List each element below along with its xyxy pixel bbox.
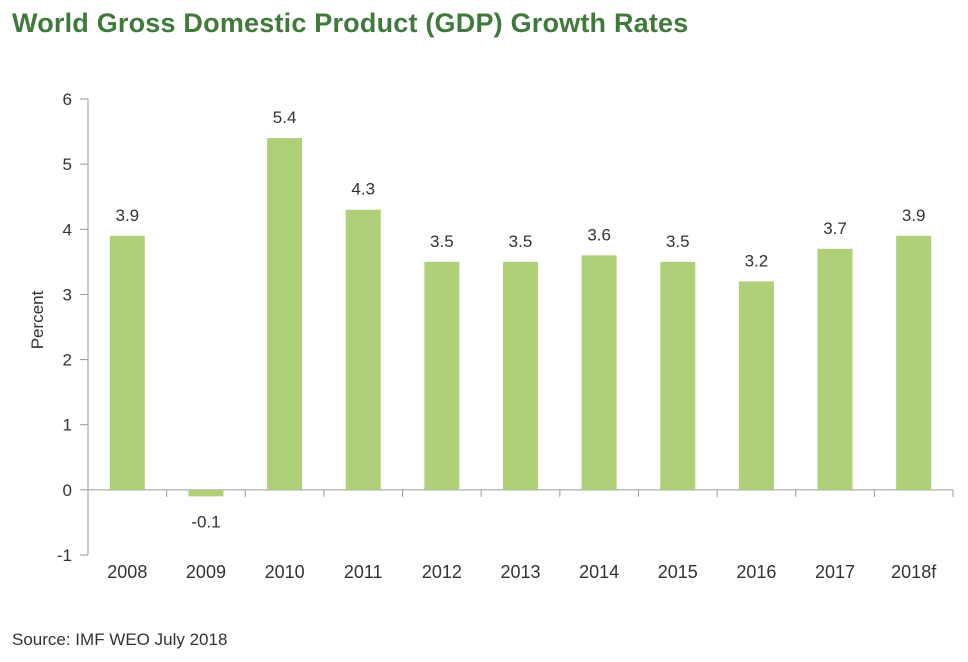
y-tick-label: 4 xyxy=(63,220,72,239)
value-label: 3.5 xyxy=(666,232,690,251)
x-tick-label: 2010 xyxy=(265,562,305,582)
x-tick-label: 2009 xyxy=(186,562,226,582)
bar-2014 xyxy=(581,255,617,490)
value-label: 3.5 xyxy=(430,232,454,251)
y-tick-label: 2 xyxy=(63,351,72,370)
y-tick-label: 6 xyxy=(63,90,72,109)
y-tick-label: 1 xyxy=(63,416,72,435)
y-tick-label: 3 xyxy=(63,285,72,304)
y-tick-label: 5 xyxy=(63,155,72,174)
y-axis-title: Percent xyxy=(28,290,47,349)
x-tick-label: 2008 xyxy=(107,562,147,582)
value-label: 3.7 xyxy=(823,219,847,238)
value-label: 3.5 xyxy=(509,232,533,251)
x-tick-label: 2013 xyxy=(500,562,540,582)
x-tick-label: 2017 xyxy=(815,562,855,582)
bar-2009 xyxy=(188,489,224,497)
y-tick-label: 0 xyxy=(63,481,72,500)
bar-2008 xyxy=(109,235,145,490)
value-label: -0.1 xyxy=(191,512,220,531)
x-tick-label: 2014 xyxy=(579,562,619,582)
chart-title: World Gross Domestic Product (GDP) Growt… xyxy=(12,8,689,38)
bar-2013 xyxy=(503,261,538,490)
x-tick-label: 2018f xyxy=(891,562,937,582)
bar-2011 xyxy=(345,209,381,490)
bar-2010 xyxy=(267,138,303,490)
value-label: 3.9 xyxy=(115,206,139,225)
bar-2015 xyxy=(660,261,696,490)
y-tick-label: -1 xyxy=(57,546,72,565)
x-tick-label: 2015 xyxy=(658,562,698,582)
y-axis: -1 0 1 2 3 4 5 6 xyxy=(57,90,89,565)
bar-2012 xyxy=(424,261,460,490)
x-tick-label: 2011 xyxy=(344,562,383,582)
bar-2016 xyxy=(738,281,774,490)
bar-2018f xyxy=(896,235,932,490)
value-label: 3.6 xyxy=(587,225,611,244)
value-label: 5.4 xyxy=(273,108,297,127)
x-tick-label: 2016 xyxy=(736,562,776,582)
x-axis: 2008 2009 2010 2011 2012 2013 2014 2015 2016 2017… xyxy=(87,489,954,582)
source-note: Source: IMF WEO July 2018 xyxy=(12,630,228,649)
value-label: 4.3 xyxy=(351,180,375,199)
value-label: 3.9 xyxy=(902,206,926,225)
value-labels: 3.9 -0.1 5.4 4.3 3.5 3.5 3.6 3.5 3.2 3.7 3.9 xyxy=(115,108,925,531)
x-tick-label: 2012 xyxy=(422,562,462,582)
bar-2017 xyxy=(817,248,853,490)
value-label: 3.2 xyxy=(745,251,769,270)
bars xyxy=(109,138,932,497)
